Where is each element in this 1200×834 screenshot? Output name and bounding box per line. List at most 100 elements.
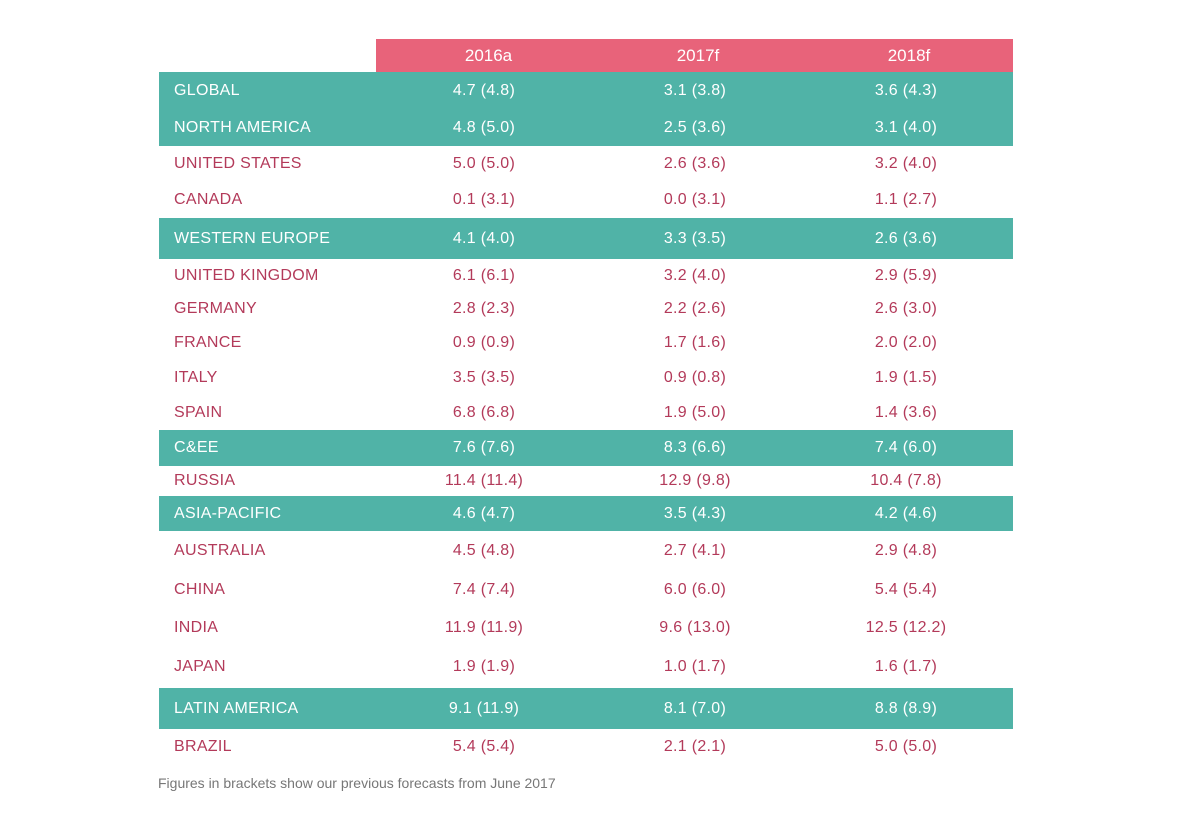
table-cell: 9.1 (11.9) <box>448 700 520 717</box>
table-cell: 1.9 (5.0) <box>663 404 727 421</box>
column-header: 2018f <box>887 46 931 65</box>
table-cell: 7.4 (6.0) <box>874 439 938 456</box>
row-label: BRAZIL <box>174 738 232 755</box>
table-cell: 4.2 (4.6) <box>874 505 938 522</box>
table-cell: 2.0 (2.0) <box>874 334 938 351</box>
table-cell: 3.5 (4.3) <box>663 505 727 522</box>
row-label: CHINA <box>174 581 226 598</box>
table-cell: 11.4 (11.4) <box>444 472 524 489</box>
table-row: ITALY 3.5 (3.5) 0.9 (0.8) 1.9 (1.5) <box>159 360 1013 395</box>
table-cell: 1.9 (1.5) <box>874 369 938 386</box>
table-cell: 9.6 (13.0) <box>659 619 731 636</box>
table-row: RUSSIA 11.4 (11.4) 12.9 (9.8) 10.4 (7.8) <box>159 466 1013 496</box>
table-row: CANADA 0.1 (3.1) 0.0 (3.1) 1.1 (2.7) <box>159 182 1013 218</box>
column-header-bar: 2016a 2017f 2018f <box>376 39 1013 72</box>
table-cell: 6.0 (6.0) <box>663 581 727 598</box>
table-cell: 7.4 (7.4) <box>452 581 516 598</box>
table-cell: 3.3 (3.5) <box>663 230 727 247</box>
table-row: UNITED STATES 5.0 (5.0) 2.6 (3.6) 3.2 (4.0) <box>159 146 1013 182</box>
table-row: C&EE 7.6 (7.6) 8.3 (6.6) 7.4 (6.0) <box>159 430 1013 466</box>
table-cell: 4.1 (4.0) <box>452 230 516 247</box>
table-cell: 1.9 (1.9) <box>452 658 516 675</box>
table-cell: 0.0 (3.1) <box>663 191 727 208</box>
row-label: CANADA <box>174 191 243 208</box>
table-cell: 5.4 (5.4) <box>874 581 938 598</box>
table-cell: 3.2 (4.0) <box>874 155 938 172</box>
row-label: GLOBAL <box>174 82 240 99</box>
row-label: UNITED STATES <box>174 155 302 172</box>
table-row: INDIA 11.9 (11.9) 9.6 (13.0) 12.5 (12.2) <box>159 609 1013 646</box>
table-cell: 1.6 (1.7) <box>874 658 938 675</box>
table-cell: 4.5 (4.8) <box>452 542 516 559</box>
table-cell: 4.7 (4.8) <box>452 82 516 99</box>
table-cell: 0.9 (0.9) <box>452 334 516 351</box>
table-cell: 4.8 (5.0) <box>452 119 516 136</box>
table-cell: 8.8 (8.9) <box>874 700 938 717</box>
table-cell: 2.6 (3.6) <box>874 230 938 247</box>
row-label: FRANCE <box>174 334 242 351</box>
row-label: NORTH AMERICA <box>174 119 311 136</box>
table-cell: 5.0 (5.0) <box>874 738 938 755</box>
table-cell: 2.5 (3.6) <box>663 119 727 136</box>
table-row: LATIN AMERICA 9.1 (11.9) 8.1 (7.0) 8.8 (8.9… <box>159 688 1013 729</box>
table-cell: 3.5 (3.5) <box>452 369 516 386</box>
table-cell: 12.9 (9.8) <box>659 472 731 489</box>
table-cell: 10.4 (7.8) <box>870 472 942 489</box>
table-row: ASIA-PACIFIC 4.6 (4.7) 3.5 (4.3) 4.2 (4.6) <box>159 496 1013 531</box>
table-cell: 8.3 (6.6) <box>663 439 727 456</box>
table-cell: 2.6 (3.0) <box>874 300 938 317</box>
table-cell: 12.5 (12.2) <box>865 619 947 636</box>
table-row: WESTERN EUROPE 4.1 (4.0) 3.3 (3.5) 2.6 (3.6… <box>159 218 1013 259</box>
row-label: WESTERN EUROPE <box>174 230 331 247</box>
table-cell: 5.4 (5.4) <box>452 738 516 755</box>
row-label: ITALY <box>174 369 218 386</box>
column-header: 2016a <box>464 46 513 65</box>
row-label: INDIA <box>174 619 219 636</box>
column-header: 2017f <box>676 46 720 65</box>
table-cell: 3.1 (4.0) <box>874 119 938 136</box>
table-cell: 7.6 (7.6) <box>452 439 516 456</box>
table-cell: 1.0 (1.7) <box>663 658 727 675</box>
table-cell: 11.9 (11.9) <box>444 619 524 636</box>
table-cell: 1.7 (1.6) <box>663 334 727 351</box>
table-cell: 1.1 (2.7) <box>874 191 938 208</box>
table-cell: 3.6 (4.3) <box>874 82 938 99</box>
footnote: Figures in brackets show our previous fo… <box>158 775 556 791</box>
table-cell: 0.1 (3.1) <box>452 191 516 208</box>
table-row: NORTH AMERICA 4.8 (5.0) 2.5 (3.6) 3.1 (4.0) <box>159 110 1013 146</box>
table-cell: 2.1 (2.1) <box>663 738 727 755</box>
table-row: GLOBAL 4.7 (4.8) 3.1 (3.8) 3.6 (4.3) <box>159 72 1013 110</box>
table-row: GERMANY 2.8 (2.3) 2.2 (2.6) 2.6 (3.0) <box>159 293 1013 325</box>
table-cell: 2.9 (4.8) <box>874 542 938 559</box>
table-cell: 5.0 (5.0) <box>452 155 516 172</box>
table-cell: 3.1 (3.8) <box>663 82 727 99</box>
table-cell: 0.9 (0.8) <box>663 369 727 386</box>
table-row: AUSTRALIA 4.5 (4.8) 2.7 (4.1) 2.9 (4.8) <box>159 531 1013 570</box>
table-row: SPAIN 6.8 (6.8) 1.9 (5.0) 1.4 (3.6) <box>159 395 1013 430</box>
table-cell: 6.1 (6.1) <box>452 267 516 284</box>
table-cell: 1.4 (3.6) <box>874 404 938 421</box>
table-cell: 4.6 (4.7) <box>452 505 516 522</box>
table-row: FRANCE 0.9 (0.9) 1.7 (1.6) 2.0 (2.0) <box>159 326 1013 360</box>
table-cell: 8.1 (7.0) <box>663 700 727 717</box>
row-label: LATIN AMERICA <box>174 700 299 717</box>
table-row: CHINA 7.4 (7.4) 6.0 (6.0) 5.4 (5.4) <box>159 570 1013 609</box>
table-cell: 6.8 (6.8) <box>452 404 516 421</box>
table-cell: 2.9 (5.9) <box>874 267 938 284</box>
row-label: GERMANY <box>174 300 257 317</box>
table-cell: 2.2 (2.6) <box>663 300 727 317</box>
table-cell: 2.8 (2.3) <box>452 300 516 317</box>
row-label: ASIA-PACIFIC <box>174 505 282 522</box>
row-label: RUSSIA <box>174 472 236 489</box>
row-label: JAPAN <box>174 658 226 675</box>
row-label: C&EE <box>174 439 219 456</box>
table-row: BRAZIL 5.4 (5.4) 2.1 (2.1) 5.0 (5.0) <box>159 729 1013 764</box>
table-row: JAPAN 1.9 (1.9) 1.0 (1.7) 1.6 (1.7) <box>159 646 1013 688</box>
row-label: SPAIN <box>174 404 223 421</box>
row-label: UNITED KINGDOM <box>174 267 319 284</box>
row-label: AUSTRALIA <box>174 542 266 559</box>
table-cell: 3.2 (4.0) <box>663 267 727 284</box>
table-cell: 2.7 (4.1) <box>663 542 727 559</box>
table-row: UNITED KINGDOM 6.1 (6.1) 3.2 (4.0) 2.9 (5.9… <box>159 259 1013 293</box>
table-cell: 2.6 (3.6) <box>663 155 727 172</box>
